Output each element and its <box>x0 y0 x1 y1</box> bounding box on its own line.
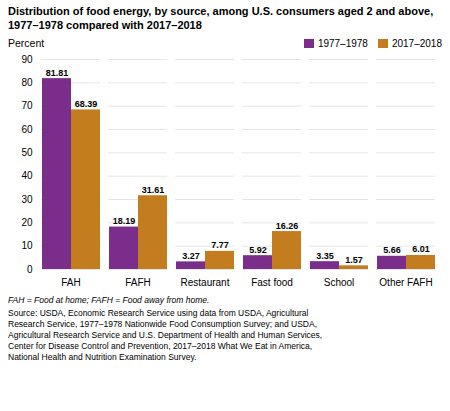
svg-text:Restaurant: Restaurant <box>181 276 230 287</box>
svg-text:16.26: 16.26 <box>276 220 299 230</box>
svg-text:6.01: 6.01 <box>412 244 430 254</box>
html-text:2017–2018: 2017–2018 <box>391 37 442 49</box>
svg-text:80: 80 <box>21 77 33 88</box>
svg-text:70: 70 <box>21 100 33 111</box>
svg-text:1.57: 1.57 <box>345 254 363 264</box>
svg-text:10: 10 <box>21 240 33 251</box>
html-text:Source: USDA, Economic Researc: Source: USDA, Economic Research Service … <box>8 307 323 362</box>
svg-text:5.92: 5.92 <box>249 244 267 254</box>
svg-text:68.39: 68.39 <box>75 99 98 109</box>
svg-text:Other FAFH: Other FAFH <box>379 276 432 287</box>
html-text:Percent: Percent <box>8 36 45 49</box>
svg-text:Fast food: Fast food <box>251 276 293 287</box>
svg-text:20: 20 <box>21 217 33 228</box>
svg-text:3.27: 3.27 <box>182 250 200 260</box>
html-text:Distribution of food energy, b: Distribution of food energy, by source, … <box>8 5 434 32</box>
svg-text:40: 40 <box>21 170 33 181</box>
svg-text:60: 60 <box>21 123 33 134</box>
svg-text:90: 90 <box>21 53 33 64</box>
svg-text:31.61: 31.61 <box>142 184 165 194</box>
svg-text:81.81: 81.81 <box>46 67 69 77</box>
svg-text:50: 50 <box>21 147 33 158</box>
svg-text:5.66: 5.66 <box>383 245 401 255</box>
svg-text:FAH: FAH <box>61 276 80 287</box>
svg-text:FAFH: FAFH <box>125 276 151 287</box>
svg-text:3.35: 3.35 <box>316 250 334 260</box>
svg-text:18.19: 18.19 <box>113 216 136 226</box>
svg-text:0: 0 <box>27 263 33 274</box>
svg-text:30: 30 <box>21 193 33 204</box>
html-text:1977–1978: 1977–1978 <box>317 37 368 49</box>
svg-text:7.77: 7.77 <box>211 240 229 250</box>
html-text:FAH = Food at home; FAFH = Foo: FAH = Food at home; FAFH = Food away fro… <box>8 294 210 305</box>
svg-text:School: School <box>324 276 355 287</box>
